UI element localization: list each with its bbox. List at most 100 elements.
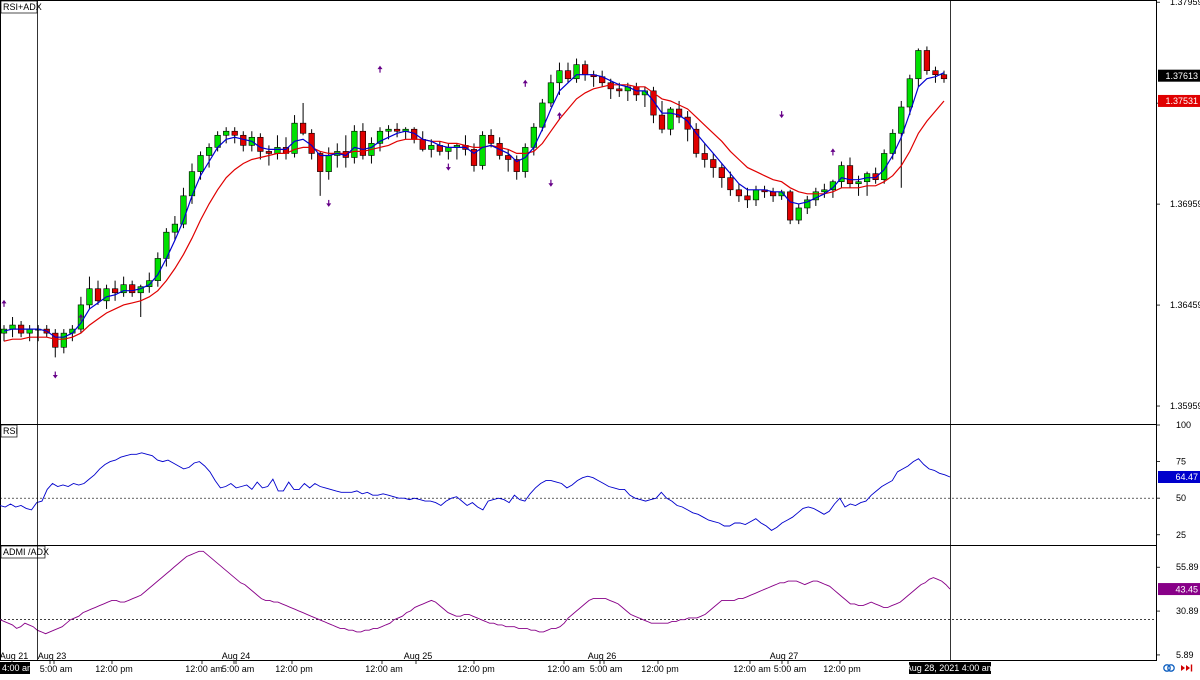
buy-arrow-icon: [78, 313, 84, 321]
candle: [129, 280, 136, 297]
rsi-tick-label: 100: [1176, 420, 1191, 430]
candle: [701, 143, 708, 168]
candle: [205, 143, 213, 168]
candle: [299, 102, 307, 136]
candle: [804, 195, 811, 215]
adx-tick-label: 55.89: [1176, 562, 1199, 572]
time-tick-label: 12:00 am: [547, 664, 585, 674]
time-tick-label: 12:00 am: [185, 664, 223, 674]
sell-arrow-icon: [548, 179, 554, 187]
rsi-line: [0, 452, 951, 531]
time-tick-label: Aug 23: [38, 651, 67, 661]
time-tick-label: 12:00 pm: [641, 664, 679, 674]
candle: [684, 111, 691, 142]
buy-arrow-icon: [1, 299, 7, 307]
buy-arrow-icon: [830, 148, 836, 156]
svg-text:RSI: RSI: [3, 426, 18, 436]
candle: [710, 153, 717, 178]
candle: [522, 143, 529, 178]
time-tick-label: 12:00 pm: [95, 664, 133, 674]
candle: [821, 183, 828, 198]
svg-text:RSI+ADX: RSI+ADX: [3, 2, 42, 12]
candle: [812, 187, 819, 206]
candle: [94, 280, 102, 305]
buy-arrow-icon: [522, 79, 528, 87]
time-tick-label: Aug 26: [588, 651, 617, 661]
adx-series: [0, 550, 951, 635]
time-tick-label: Aug 21: [0, 651, 28, 661]
time-tick-label: 12:00 pm: [823, 664, 861, 674]
candle: [539, 98, 546, 132]
time-tick-label: 12:00 am: [733, 664, 771, 674]
candle: [932, 66, 939, 83]
time-tick-label: 5:00 am: [40, 664, 73, 674]
rsi-value-label: 64.47: [1158, 470, 1200, 483]
sell-arrow-icon: [326, 199, 332, 207]
candle: [573, 58, 580, 83]
candle: [915, 48, 922, 87]
candle: [393, 123, 401, 138]
rsi-panel-title: RSI: [0, 424, 18, 438]
candle: [317, 151, 324, 196]
candle: [60, 329, 67, 354]
rsi-series: [0, 452, 951, 531]
arrows-icon[interactable]: [1181, 664, 1193, 672]
ma-value-label: 1.37531: [1158, 94, 1200, 107]
rsi-tick-label: 50: [1176, 493, 1186, 503]
candle: [906, 74, 913, 116]
candle: [52, 329, 59, 358]
candle: [787, 189, 794, 225]
svg-text:1.37531: 1.37531: [1165, 96, 1198, 106]
candle: [838, 161, 845, 188]
price-tick-label: 1.36959: [1170, 199, 1200, 209]
rsi-panel-frame: [0, 424, 1157, 546]
adx-tick-label: 30.89: [1176, 606, 1199, 616]
moving-average-lines: [3, 72, 945, 342]
signal-arrows: [1, 65, 836, 379]
time-tick-label: Aug 27: [770, 651, 799, 661]
candle: [487, 129, 495, 148]
svg-text:64.47: 64.47: [1175, 472, 1198, 482]
last-price-label: 1.37613: [1158, 69, 1200, 82]
candle: [231, 127, 238, 144]
candle: [111, 280, 119, 301]
candle: [735, 183, 743, 202]
candle: [547, 74, 555, 108]
svg-text:4:00 am: 4:00 am: [2, 663, 35, 673]
price-panel-title: RSI+ADX: [0, 0, 42, 14]
candle: [940, 70, 948, 83]
sell-arrow-icon: [445, 163, 451, 171]
rsi-axis: 100 75 50 25: [1156, 420, 1191, 540]
candle: [171, 216, 179, 241]
candle: [257, 133, 264, 160]
candle: [898, 100, 905, 188]
candle: [795, 203, 802, 225]
link-icon[interactable]: [1163, 664, 1175, 672]
candle: [120, 276, 127, 297]
rsi-tick-label: 75: [1176, 457, 1186, 467]
buy-arrow-icon: [377, 65, 383, 73]
adx-panel-title: ADMI /ADX: [0, 545, 49, 559]
slow-ma-line: [3, 84, 945, 342]
time-tick-label: 5:00 am: [222, 664, 255, 674]
candle: [428, 139, 435, 158]
time-tick-label: Aug 25: [404, 651, 433, 661]
cursor-time-label: Aug 28, 2021 4:00 am: [906, 662, 994, 674]
candle: [513, 155, 520, 180]
cursor-start-time-label: 4:00 am: [0, 662, 35, 674]
svg-text:43.45: 43.45: [1175, 584, 1198, 594]
time-tick-label: 12:00 am: [365, 664, 403, 674]
candle: [479, 131, 486, 170]
candle: [351, 125, 358, 164]
indicator-levels: [0, 497, 1156, 621]
price-panel-frame: [0, 0, 1157, 425]
svg-text:ADMI /ADX: ADMI /ADX: [3, 547, 49, 557]
candle: [855, 175, 862, 196]
time-tick-label: Aug 24: [222, 651, 251, 661]
candle: [829, 179, 837, 198]
price-tick-label: 1.35959: [1170, 401, 1200, 411]
candle: [718, 163, 725, 188]
